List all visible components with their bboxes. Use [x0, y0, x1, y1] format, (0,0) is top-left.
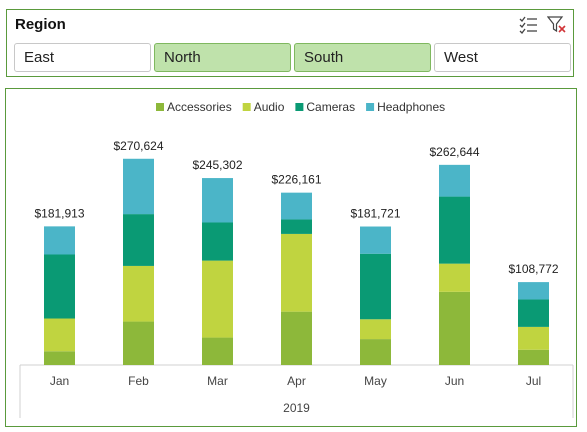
bar-apr-cameras [281, 219, 312, 234]
bar-jun-headphones [439, 164, 470, 197]
legend-swatch-audio [242, 103, 251, 111]
slicer-item-list: East North South West [14, 43, 571, 72]
bar-feb-accessories [123, 321, 154, 365]
total-label-jul: $108,772 [508, 262, 558, 276]
legend-label-audio: Audio [254, 100, 285, 114]
bar-may-cameras [360, 253, 391, 320]
bar-apr-headphones [281, 192, 312, 220]
bar-jul-headphones [518, 282, 549, 300]
legend-label-headphones: Headphones [377, 100, 445, 114]
bar-jan-headphones [44, 226, 75, 255]
x-tick-label-feb: Feb [128, 374, 149, 388]
total-label-may: $181,721 [350, 207, 400, 221]
bar-jan-cameras [44, 254, 75, 319]
x-tick-label-may: May [364, 374, 387, 388]
legend-label-cameras: Cameras [306, 100, 355, 114]
bar-apr-accessories [281, 311, 312, 365]
legend-label-accessories: Accessories [167, 100, 232, 114]
bar-jan-audio [44, 318, 75, 352]
slicer-item-south[interactable]: South [294, 43, 431, 72]
slicer-title: Region [15, 16, 66, 33]
x-tick-label-jul: Jul [526, 374, 541, 388]
region-slicer: Region East North South West [6, 9, 574, 77]
total-label-jan: $181,913 [34, 206, 84, 220]
bar-may-accessories [360, 339, 391, 365]
slicer-item-west[interactable]: West [434, 43, 571, 72]
slicer-item-north[interactable]: North [154, 43, 291, 72]
clear-filter-icon[interactable] [545, 14, 569, 36]
bar-may-headphones [360, 226, 391, 254]
bar-jul-cameras [518, 299, 549, 327]
stacked-bar-chart: Accessories Audio Cameras Headphones $181,91… [19, 100, 574, 418]
bar-may-audio [360, 319, 391, 340]
slicer-toolbar [517, 14, 569, 36]
x-tick-label-jan: Jan [50, 374, 69, 388]
chart-container: Accessories Audio Cameras Headphones $181,91… [5, 88, 577, 427]
total-label-apr: $226,161 [271, 173, 321, 187]
bar-jun-accessories [439, 291, 470, 365]
x-tick-label-apr: Apr [287, 374, 306, 388]
legend-swatch-accessories [156, 103, 164, 111]
slicer-item-east[interactable]: East [14, 43, 151, 72]
x-axis-title: 2019 [283, 401, 310, 415]
legend-swatch-headphones [366, 103, 375, 111]
bar-mar-cameras [202, 222, 233, 261]
multi-select-icon[interactable] [517, 14, 541, 36]
bar-feb-headphones [123, 158, 154, 215]
total-label-jun: $262,644 [429, 145, 479, 159]
bar-mar-headphones [202, 178, 233, 223]
x-tick-label-jun: Jun [445, 374, 464, 388]
x-tick-label-mar: Mar [207, 374, 228, 388]
bar-feb-cameras [123, 214, 154, 266]
bar-jul-audio [518, 326, 549, 350]
legend-swatch-cameras [295, 103, 304, 111]
bar-jan-accessories [44, 351, 75, 365]
bar-mar-accessories [202, 337, 233, 365]
bar-apr-audio [281, 233, 312, 312]
total-label-mar: $245,302 [192, 158, 242, 172]
bar-mar-audio [202, 260, 233, 338]
bar-jun-audio [439, 263, 470, 292]
total-label-feb: $270,624 [113, 139, 163, 153]
bar-jul-accessories [518, 349, 549, 365]
bar-feb-audio [123, 265, 154, 322]
bar-jun-cameras [439, 196, 470, 264]
